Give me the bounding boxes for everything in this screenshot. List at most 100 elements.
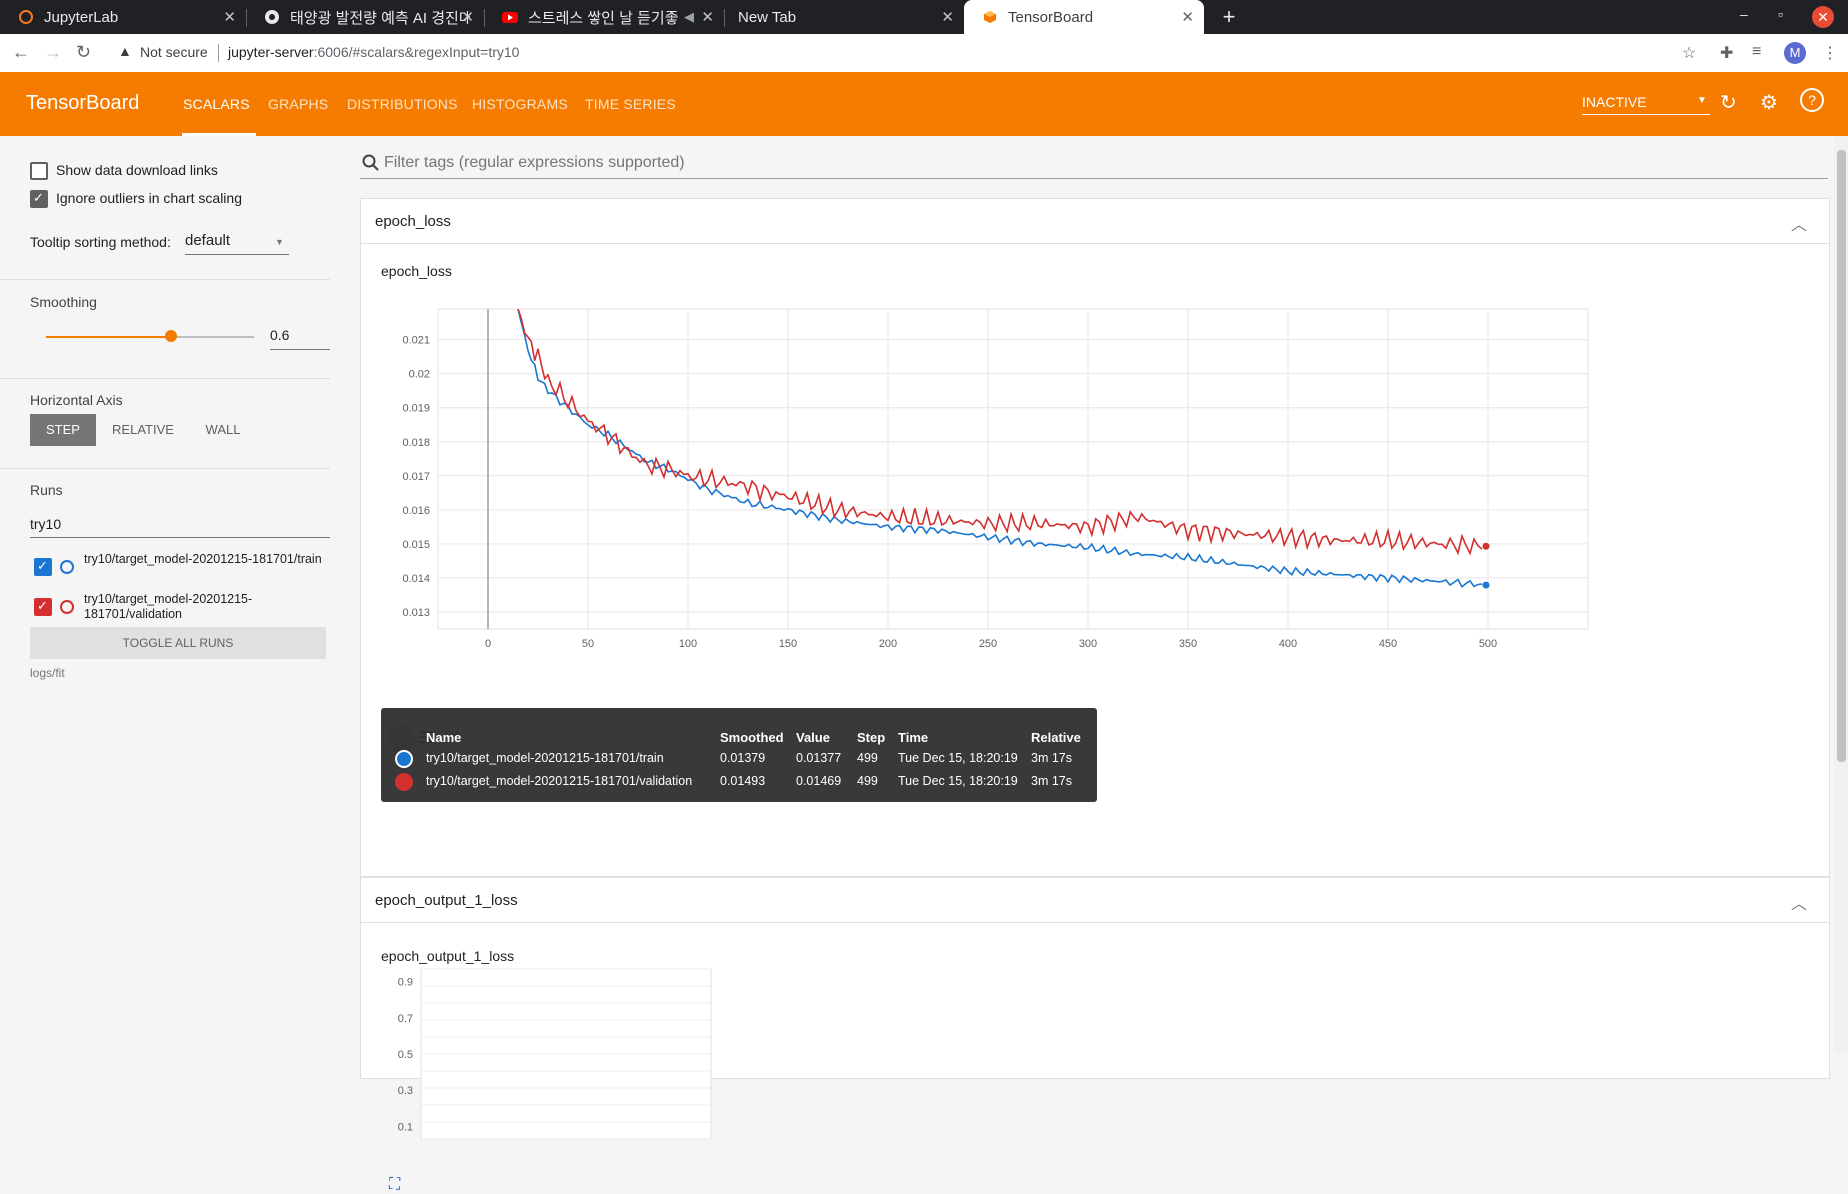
run-train-radio[interactable] xyxy=(60,560,74,574)
x-tick-label: 350 xyxy=(1179,638,1197,650)
close-icon[interactable]: ✕ xyxy=(461,9,474,26)
ignore-outliers-label[interactable]: Ignore outliers in chart scaling xyxy=(56,190,242,206)
tensorboard-icon xyxy=(982,9,998,25)
warning-icon[interactable]: ▲ xyxy=(118,43,132,59)
tab-distributions[interactable]: DISTRIBUTIONS xyxy=(347,96,458,112)
y-tick-label: 0.013 xyxy=(402,607,430,619)
chevron-down-icon[interactable]: ▼ xyxy=(1697,95,1707,106)
y-tick-label: 0.02 xyxy=(409,369,430,381)
y-tick-label: 0.3 xyxy=(398,1085,413,1097)
divider xyxy=(0,378,330,379)
tooltip-row-smoothed: 0.01379 xyxy=(720,751,766,765)
chevron-up-icon[interactable]: ︿ xyxy=(1790,896,1807,913)
show-download-links-checkbox[interactable] xyxy=(30,162,48,180)
browser-tab-jupyterlab[interactable]: JupyterLab ✕ xyxy=(0,0,247,34)
speaker-muted-icon[interactable]: ◀ xyxy=(684,9,694,24)
epoch-output-1-loss-chart[interactable]: 0.9 0.7 0.5 0.3 0.1 xyxy=(361,964,721,1144)
sidebar: Show data download links Ignore outliers… xyxy=(0,136,330,1053)
new-tab-button[interactable]: + xyxy=(1222,4,1236,29)
refresh-icon[interactable]: ↻ xyxy=(1720,92,1737,114)
run-validation-label[interactable]: try10/target_model-20201215-181701/valid… xyxy=(84,592,253,621)
scrollbar-thumb[interactable] xyxy=(1837,150,1846,762)
gear-icon[interactable]: ⚙ xyxy=(1760,92,1778,114)
run-train-checkbox[interactable] xyxy=(34,558,52,576)
close-icon[interactable]: ✕ xyxy=(701,9,714,26)
menu-kebab-icon[interactable]: ⋮ xyxy=(1822,45,1838,62)
tooltip-header-step: Step xyxy=(857,730,886,745)
tab-graphs[interactable]: GRAPHS xyxy=(268,96,329,112)
browser-tab-youtube[interactable]: 스트레스 쌓인 날 듣기좋 ◀ ✕ xyxy=(484,0,725,34)
browser-tabstrip: JupyterLab ✕ 태양광 발전량 예측 AI 경진대 ✕ 스트레스 쌓인… xyxy=(0,0,1848,34)
tab-time-series[interactable]: TIME SERIES xyxy=(585,96,676,112)
card-title: epoch_output_1_loss xyxy=(375,892,518,909)
y-tick-label: 0.014 xyxy=(402,573,430,585)
card-header[interactable] xyxy=(361,199,1829,244)
tooltip-row-time: Tue Dec 15, 18:20:19 xyxy=(898,774,1018,788)
axis-relative-button[interactable]: RELATIVE xyxy=(112,422,174,437)
epoch-loss-chart[interactable]: 0 50 100 150 200 250 300 350 400 450 500 0.013 0.014… xyxy=(361,279,1829,699)
divider xyxy=(0,279,330,280)
divider xyxy=(0,468,330,469)
url-separator xyxy=(218,44,219,62)
plugin-status-select[interactable]: INACTIVE xyxy=(1582,94,1647,110)
tooltip-header-value: Value xyxy=(796,730,830,745)
smoothing-value-input[interactable]: 0.6 xyxy=(270,327,290,343)
smoothing-label: Smoothing xyxy=(30,294,97,310)
reload-icon[interactable]: ↻ xyxy=(76,42,92,62)
media-control-icon[interactable]: ≡ xyxy=(1752,43,1762,60)
axis-wall-button[interactable]: WALL xyxy=(205,422,241,437)
minimize-icon[interactable]: – xyxy=(1740,6,1748,22)
tooltip-row-color-dot xyxy=(395,750,413,768)
browser-tab-dacon[interactable]: 태양광 발전량 예측 AI 경진대 ✕ xyxy=(246,0,485,34)
tooltip-row-value: 0.01377 xyxy=(796,751,842,765)
fit-domain-icon[interactable]: ⛶ xyxy=(389,1176,401,1193)
tab-scalars[interactable]: SCALARS xyxy=(183,96,250,112)
back-arrow-icon[interactable]: ← xyxy=(12,42,30,62)
runs-filter-input[interactable]: try10 xyxy=(30,516,62,532)
maximize-icon[interactable]: ▫ xyxy=(1778,6,1783,22)
bookmark-star-icon[interactable]: ☆ xyxy=(1682,45,1697,62)
ignore-outliers-checkbox[interactable] xyxy=(30,190,48,208)
close-icon[interactable]: ✕ xyxy=(1181,9,1194,26)
help-icon[interactable]: ? xyxy=(1800,88,1824,112)
tooltip-header-time: Time xyxy=(898,730,929,745)
tag-filter-input[interactable]: Filter tags (regular expressions support… xyxy=(384,154,685,171)
security-label[interactable]: Not secure xyxy=(140,44,208,60)
chart-title: epoch_loss xyxy=(381,263,452,279)
y-tick-label: 0.016 xyxy=(402,505,430,517)
toggle-all-runs-button[interactable]: TOGGLE ALL RUNS xyxy=(30,627,326,659)
run-train-label[interactable]: try10/target_model-20201215-181701/train xyxy=(84,552,322,566)
extensions-icon[interactable]: ✚ xyxy=(1720,45,1734,62)
y-tick-label: 0.7 xyxy=(398,1013,413,1025)
close-icon[interactable]: ✕ xyxy=(223,9,236,26)
window-close-button[interactable]: ✕ xyxy=(1812,6,1834,28)
close-icon[interactable]: ✕ xyxy=(941,9,954,26)
show-download-links-label[interactable]: Show data download links xyxy=(56,162,218,178)
plot-area xyxy=(437,308,1589,630)
x-tick-label: 200 xyxy=(879,638,897,650)
card-divider xyxy=(361,922,1829,923)
url-path: :6006/#scalars&regexInput=try10 xyxy=(313,44,520,60)
forward-arrow-icon[interactable]: → xyxy=(44,42,62,62)
series-smoothed-line xyxy=(517,309,1483,556)
run-validation-checkbox[interactable] xyxy=(34,598,52,616)
run-validation-radio[interactable] xyxy=(60,600,74,614)
tooltip-header-smoothed: Smoothed xyxy=(720,730,784,745)
y-tick-label: 0.018 xyxy=(402,437,430,449)
browser-tab-title: TensorBoard xyxy=(1008,8,1094,26)
youtube-icon xyxy=(502,9,518,25)
series-end-point xyxy=(1482,581,1490,589)
tab-histograms[interactable]: HISTOGRAMS xyxy=(472,96,568,112)
browser-tab-title: JupyterLab xyxy=(44,8,119,26)
profile-avatar[interactable]: M xyxy=(1784,42,1806,64)
browser-toolbar: ← → ↻ ▲ Not secure jupyter-server:6006/#… xyxy=(0,34,1848,73)
chevron-down-icon[interactable]: ▼ xyxy=(275,237,284,247)
axis-step-button[interactable]: STEP xyxy=(30,414,96,446)
tooltip-row-relative: 3m 17s xyxy=(1031,751,1072,765)
address-bar[interactable]: jupyter-server:6006/#scalars&regexInput=… xyxy=(228,44,519,60)
smoothing-slider-thumb[interactable] xyxy=(164,330,177,342)
tooltip-sort-select[interactable]: default xyxy=(185,232,231,249)
browser-tab-newtab[interactable]: New Tab ✕ xyxy=(724,0,964,34)
chevron-up-icon[interactable]: ︿ xyxy=(1790,217,1807,234)
browser-tab-tensorboard[interactable]: TensorBoard ✕ xyxy=(964,0,1204,34)
